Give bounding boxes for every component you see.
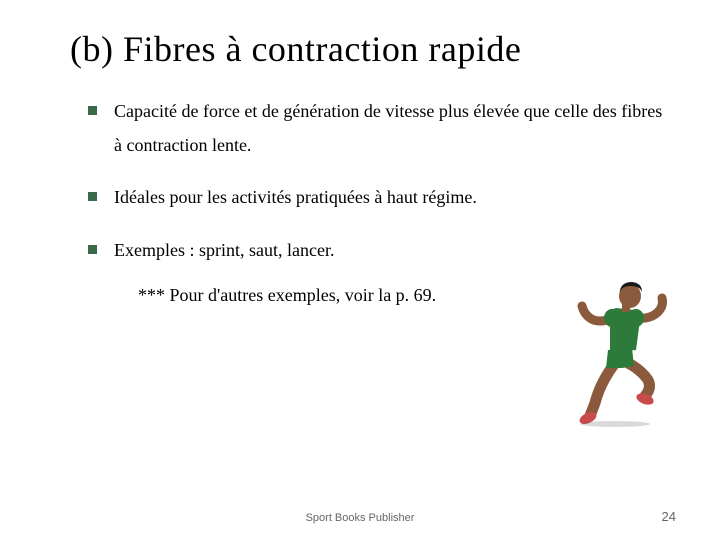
runner-illustration <box>560 268 680 428</box>
bullet-list: Capacité de force et de génération de vi… <box>70 94 670 267</box>
list-item: Exemples : sprint, saut, lancer. <box>88 233 670 267</box>
list-item: Idéales pour les activités pratiquées à … <box>88 180 670 214</box>
page-title: (b) Fibres à contraction rapide <box>70 28 670 70</box>
footer-publisher: Sport Books Publisher <box>306 512 415 524</box>
slide-container: (b) Fibres à contraction rapide Capacité… <box>0 0 720 540</box>
list-item: Capacité de force et de génération de vi… <box>88 94 670 162</box>
page-number: 24 <box>662 509 676 524</box>
